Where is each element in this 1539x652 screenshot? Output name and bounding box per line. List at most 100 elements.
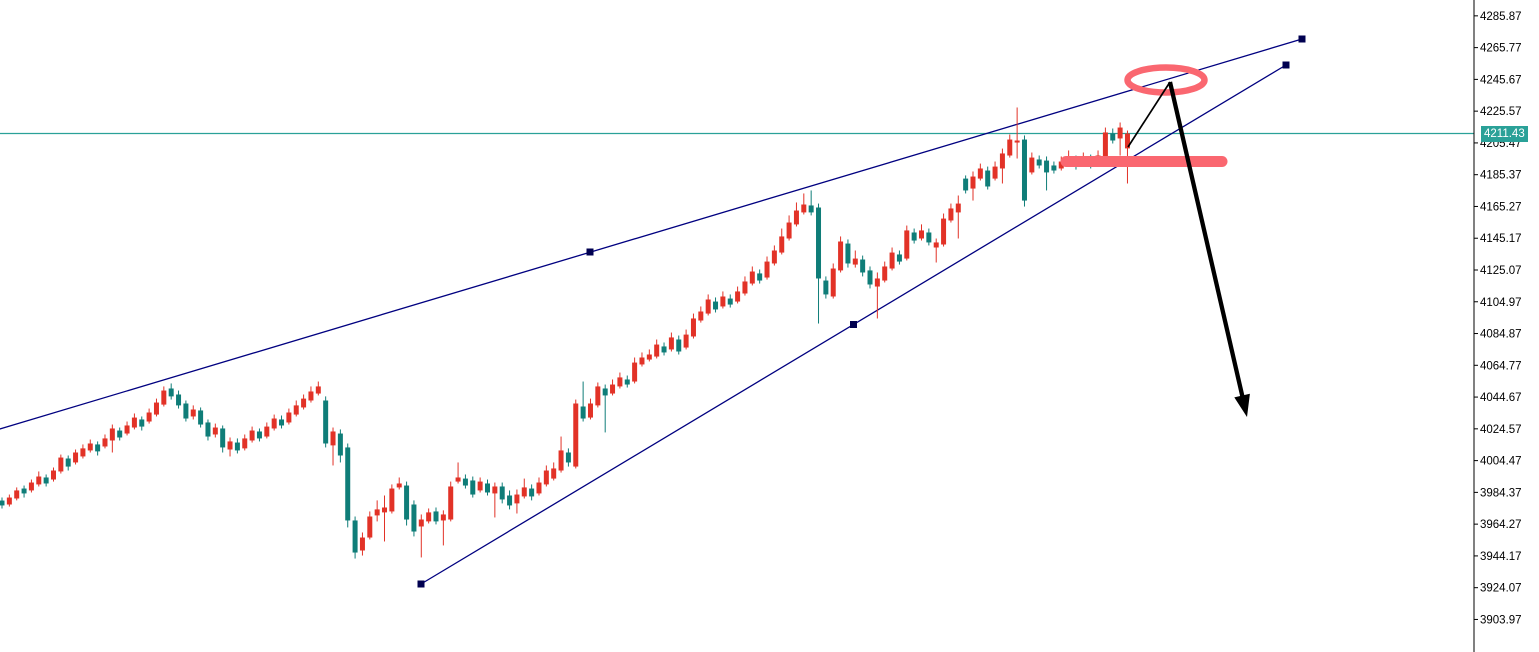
candle-body [256,431,262,439]
trendline-anchor-square[interactable] [586,248,594,256]
candle-body [198,410,204,425]
candle-body [337,433,343,456]
trendline-anchor-square[interactable] [1282,61,1290,69]
candle-body [683,334,689,348]
candle-body [205,422,211,437]
pink-ellipse[interactable] [1124,64,1208,96]
candle-body [558,450,564,471]
candle-body [499,486,505,500]
candle-body [955,203,961,213]
candle-body [234,442,240,451]
candle-body [249,430,255,441]
candle-body [1036,159,1042,166]
candle-body [301,398,307,408]
candle-body [830,268,836,297]
candle-body [1044,160,1050,173]
candle-body [1021,139,1027,201]
candle-body [286,412,292,423]
arrow-tail-line[interactable] [1127,81,1171,148]
wedge-trendlines[interactable] [0,38,1303,585]
candle-body [124,425,130,434]
candle-body [418,519,424,527]
candle-body [705,299,711,314]
trendline-anchor-points[interactable] [417,35,1306,588]
candle-body [779,236,785,253]
candle-body [279,419,285,426]
candle-body [264,426,270,437]
price-axis-label: 3924.07 [1480,583,1522,595]
candle-body [212,427,218,435]
candle-body [860,259,866,273]
trendline-anchor-square[interactable] [1298,35,1306,43]
candle-body [411,504,417,532]
candle-body [176,394,182,406]
price-axis-label: 4245.67 [1480,74,1522,86]
candle-body [323,400,329,444]
candle-body [749,271,755,284]
drawn-annotations[interactable] [1060,64,1250,418]
price-axis[interactable]: 4285.874265.774245.674225.574205.474185.… [1473,0,1522,652]
candle-body [742,281,748,294]
candle-body [867,270,873,285]
candle-body [646,354,652,360]
candle-body [146,412,152,422]
candle-body [757,273,763,281]
candle-body [771,250,777,264]
candle-body [73,452,79,463]
candle-body [889,252,895,269]
candle-body [610,384,616,394]
candle-body [131,417,137,428]
candle-body [963,178,969,191]
price-axis-label: 4225.57 [1480,106,1522,118]
candle-body [117,430,123,438]
candle-body [911,232,917,241]
candle-body [735,291,741,302]
candle-body [36,476,42,485]
candle-body [698,311,704,321]
down-arrow-head[interactable] [1234,393,1250,417]
candle-body [816,207,822,279]
candle-body [1117,127,1123,139]
price-axis-label: 4145.17 [1480,233,1522,245]
candle-body [654,344,660,357]
candle-body [14,490,20,499]
candle-body [220,428,226,448]
candle-body [580,406,586,419]
candle-body [374,509,380,516]
candle-body [521,487,527,497]
candle-body [1058,161,1064,169]
candle-body [786,222,792,239]
candle-body [330,431,336,446]
candle-body [639,357,645,365]
candle-body [367,516,373,538]
candle-body [919,230,924,239]
candle-body [65,458,71,467]
price-axis-label: 3984.37 [1480,487,1522,499]
candle-body [536,482,542,494]
candle-body [713,301,719,310]
price-axis-label: 3944.17 [1480,551,1522,563]
down-arrow-shaft[interactable] [1167,81,1246,400]
price-axis-label: 4185.37 [1480,170,1522,182]
price-axis-label: 3903.97 [1480,614,1522,626]
candle-body [227,441,233,450]
candle-body [352,520,358,553]
upper-wedge-line[interactable] [0,38,1303,466]
candle-body [933,242,939,248]
trendline-anchor-square[interactable] [850,321,857,328]
candle-body [970,176,976,189]
trendline-anchor-square[interactable] [417,580,425,588]
candle-body [632,362,638,382]
candle-body [396,483,402,488]
candle-body [882,266,888,281]
candlestick-series [0,107,1130,559]
candle-body [852,258,858,265]
candle-body [190,409,196,417]
candle-body [1102,132,1108,158]
candle-body [661,346,667,353]
candle-body [109,428,115,441]
candle-body [58,457,64,472]
candle-body [440,514,446,521]
